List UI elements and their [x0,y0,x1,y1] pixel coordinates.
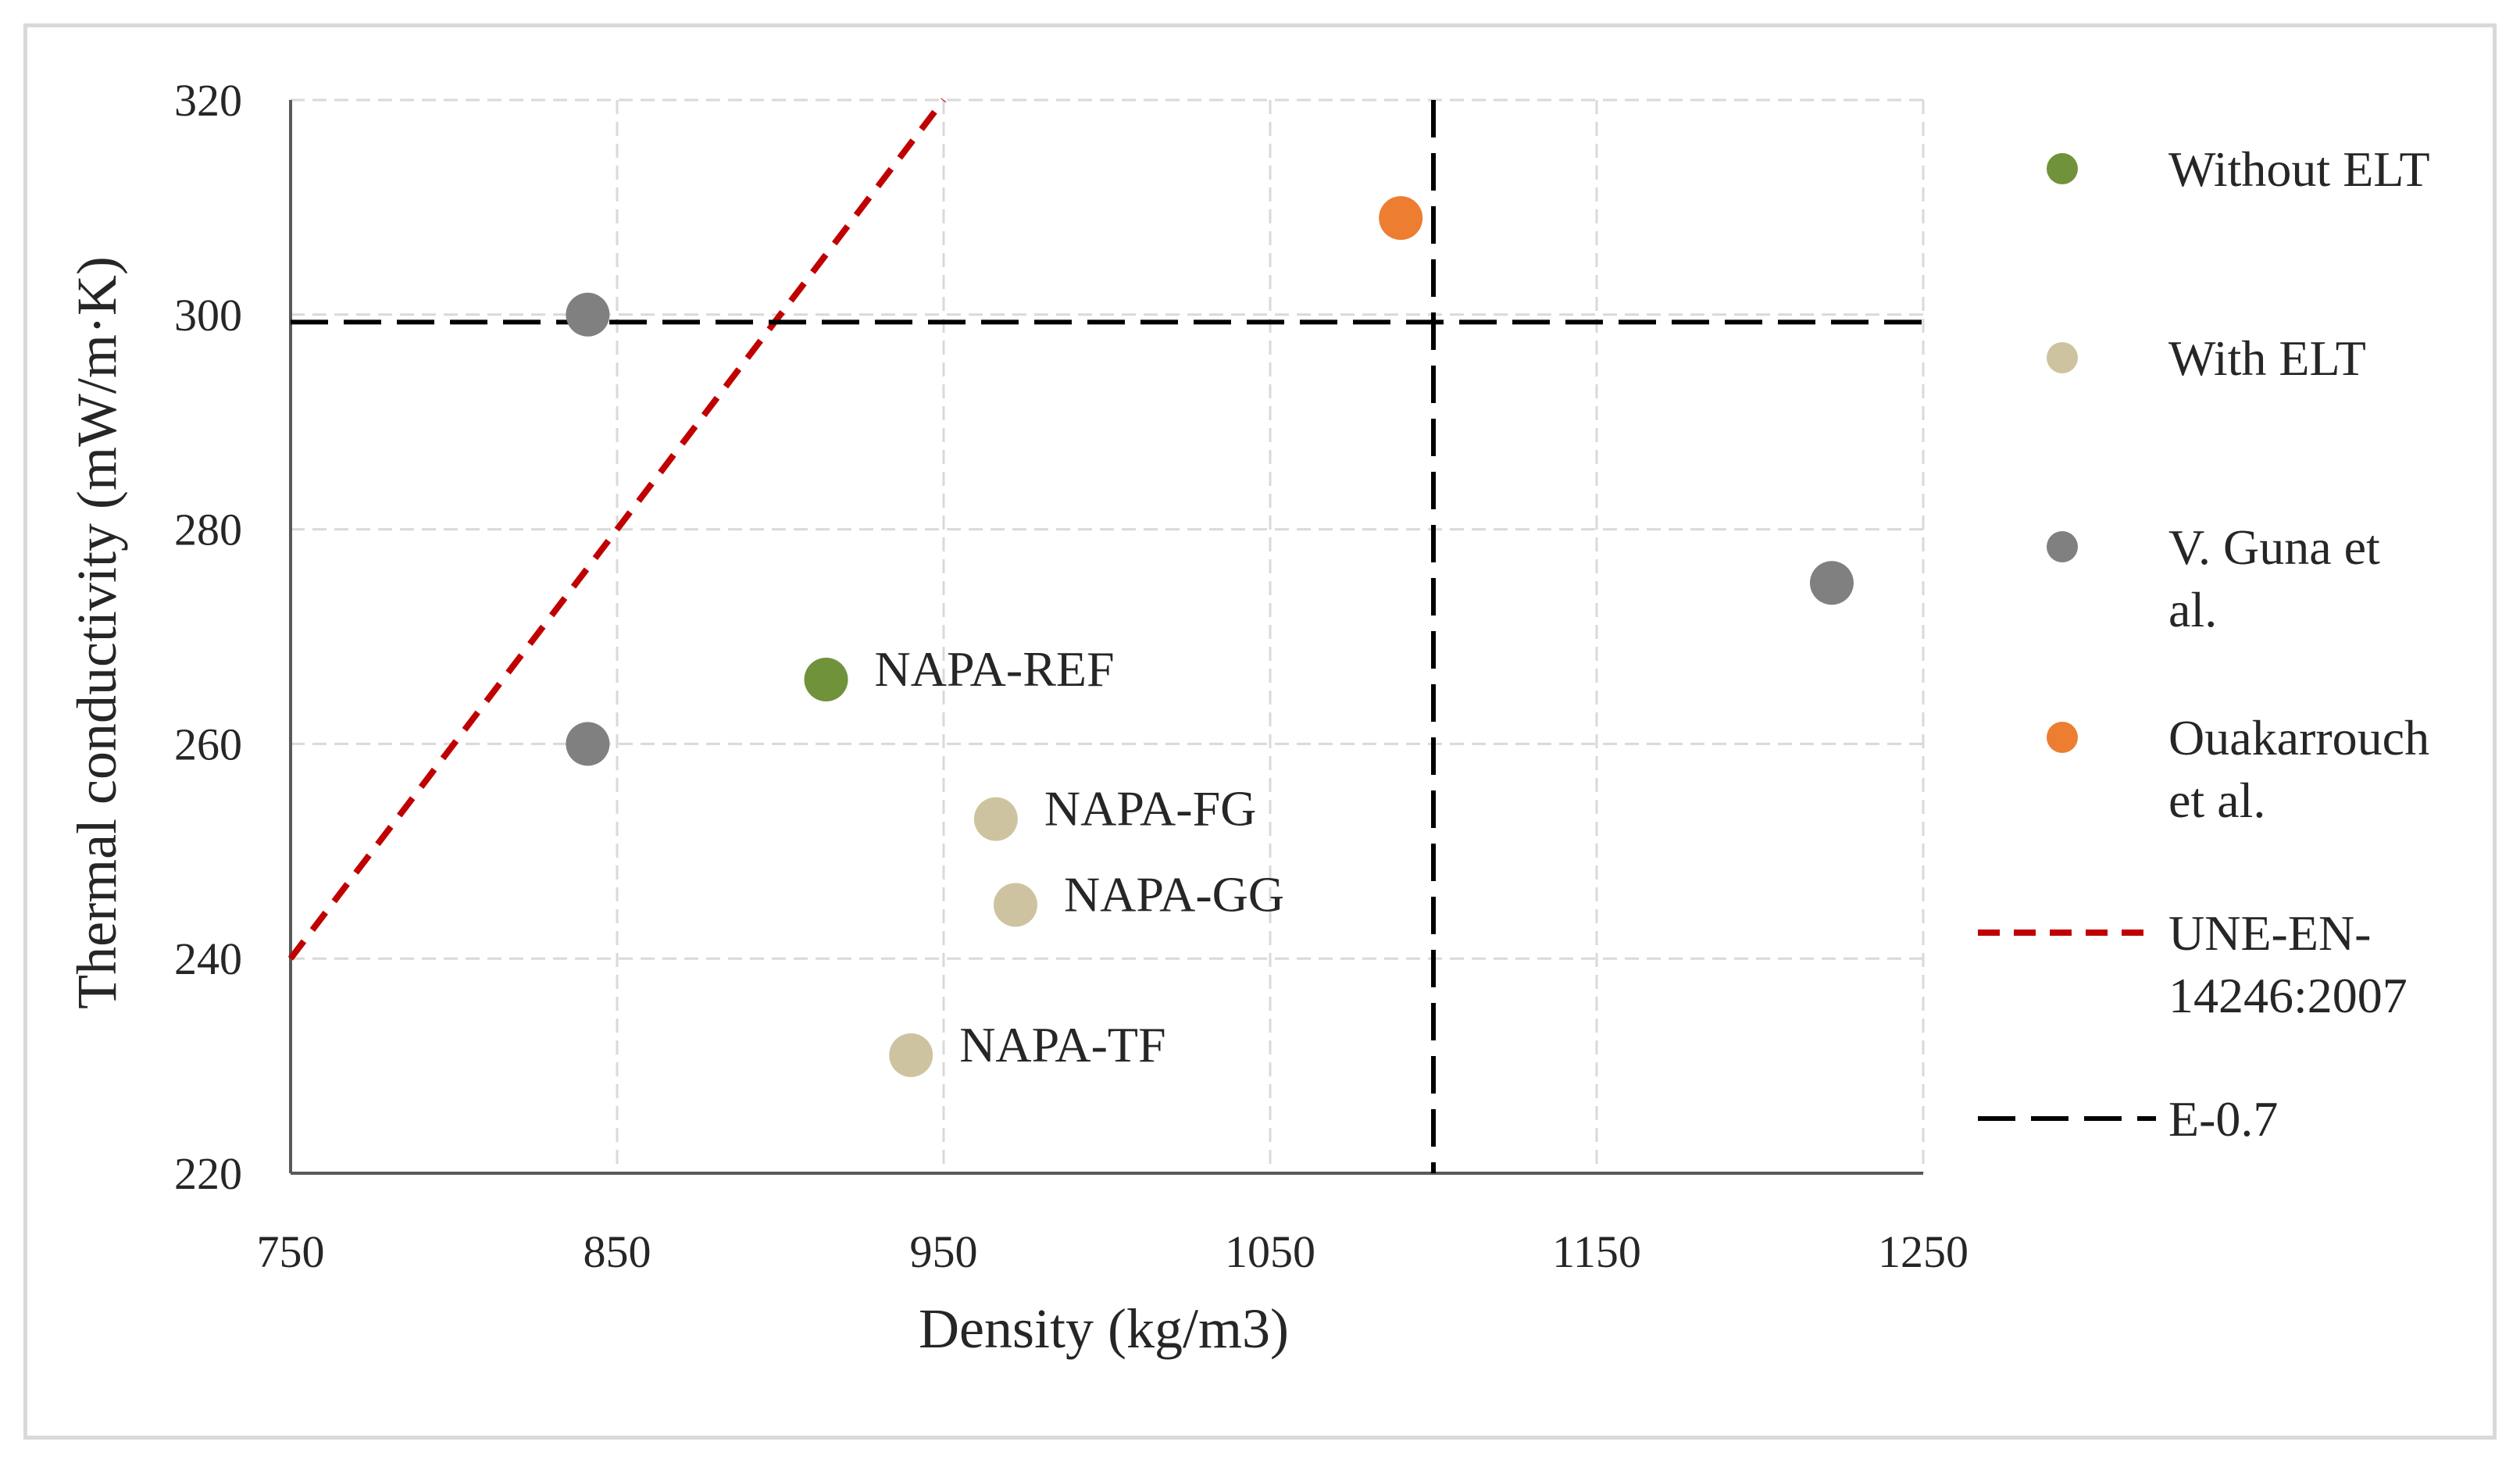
une-en-14246-line [287,98,947,961]
gridlines [291,98,1925,1173]
x-tick-label: 850 [584,1226,651,1277]
y-tick-label: 320 [174,75,242,126]
point-label: NAPA-TF [959,1017,1165,1072]
data-point [1809,561,1854,605]
x-tick-label: 1050 [1225,1226,1315,1277]
legend-label: UNE-EN-14246:2007 [2168,905,2408,1023]
y-tick-label: 260 [174,719,242,769]
legend-label: Ouakarrouch et al. [2168,710,2429,828]
data-point [993,883,1037,927]
y-tick-label: 280 [174,505,242,555]
data-point [566,722,610,766]
legend-marker [2047,531,2078,562]
legend-label: E-0.7 [2168,1091,2278,1147]
x-tick-label: 1150 [1552,1226,1641,1277]
point-label: NAPA-GG [1064,867,1284,922]
tick-labels: 750 850 950 1050 1150 1250 220 240 260 280 300 320 [174,75,1969,1277]
point-label: NAPA-FG [1044,781,1257,837]
data-point [566,292,610,337]
x-tick-label: 950 [910,1226,978,1277]
legend-marker [2047,342,2078,373]
x-tick-label: 1250 [1878,1226,1969,1277]
y-tick-label: 240 [174,933,242,984]
y-tick-label: 300 [174,290,242,341]
data-point [889,1033,933,1077]
data-point [1379,196,1423,241]
chart-frame [23,23,2497,1440]
x-axis-title: Density (kg/m3) [919,1297,1289,1360]
point-label: NAPA-REF [875,641,1115,697]
legend-marker [2047,153,2078,184]
data-point [973,797,1018,841]
x-tick-label: 750 [257,1226,325,1277]
reference-lines [287,98,1937,1173]
legend-label: V. Guna et al. [2168,519,2380,637]
y-axis-title: Thermal conductivity (mW/m·K) [66,256,128,1009]
legend-label: Without ELT [2168,141,2430,197]
y-tick-label: 220 [174,1148,242,1199]
legend: Without ELT With ELT V. Guna et al. Ouakarro… [1978,141,2430,1147]
axes [289,100,1923,1175]
legend-marker [2047,722,2078,753]
legend-label: With ELT [2168,330,2366,386]
data-marks [566,196,1854,1077]
data-point [804,657,848,701]
point-labels: NAPA-REF NAPA-FG NAPA-GG NAPA-TF [875,641,1285,1072]
